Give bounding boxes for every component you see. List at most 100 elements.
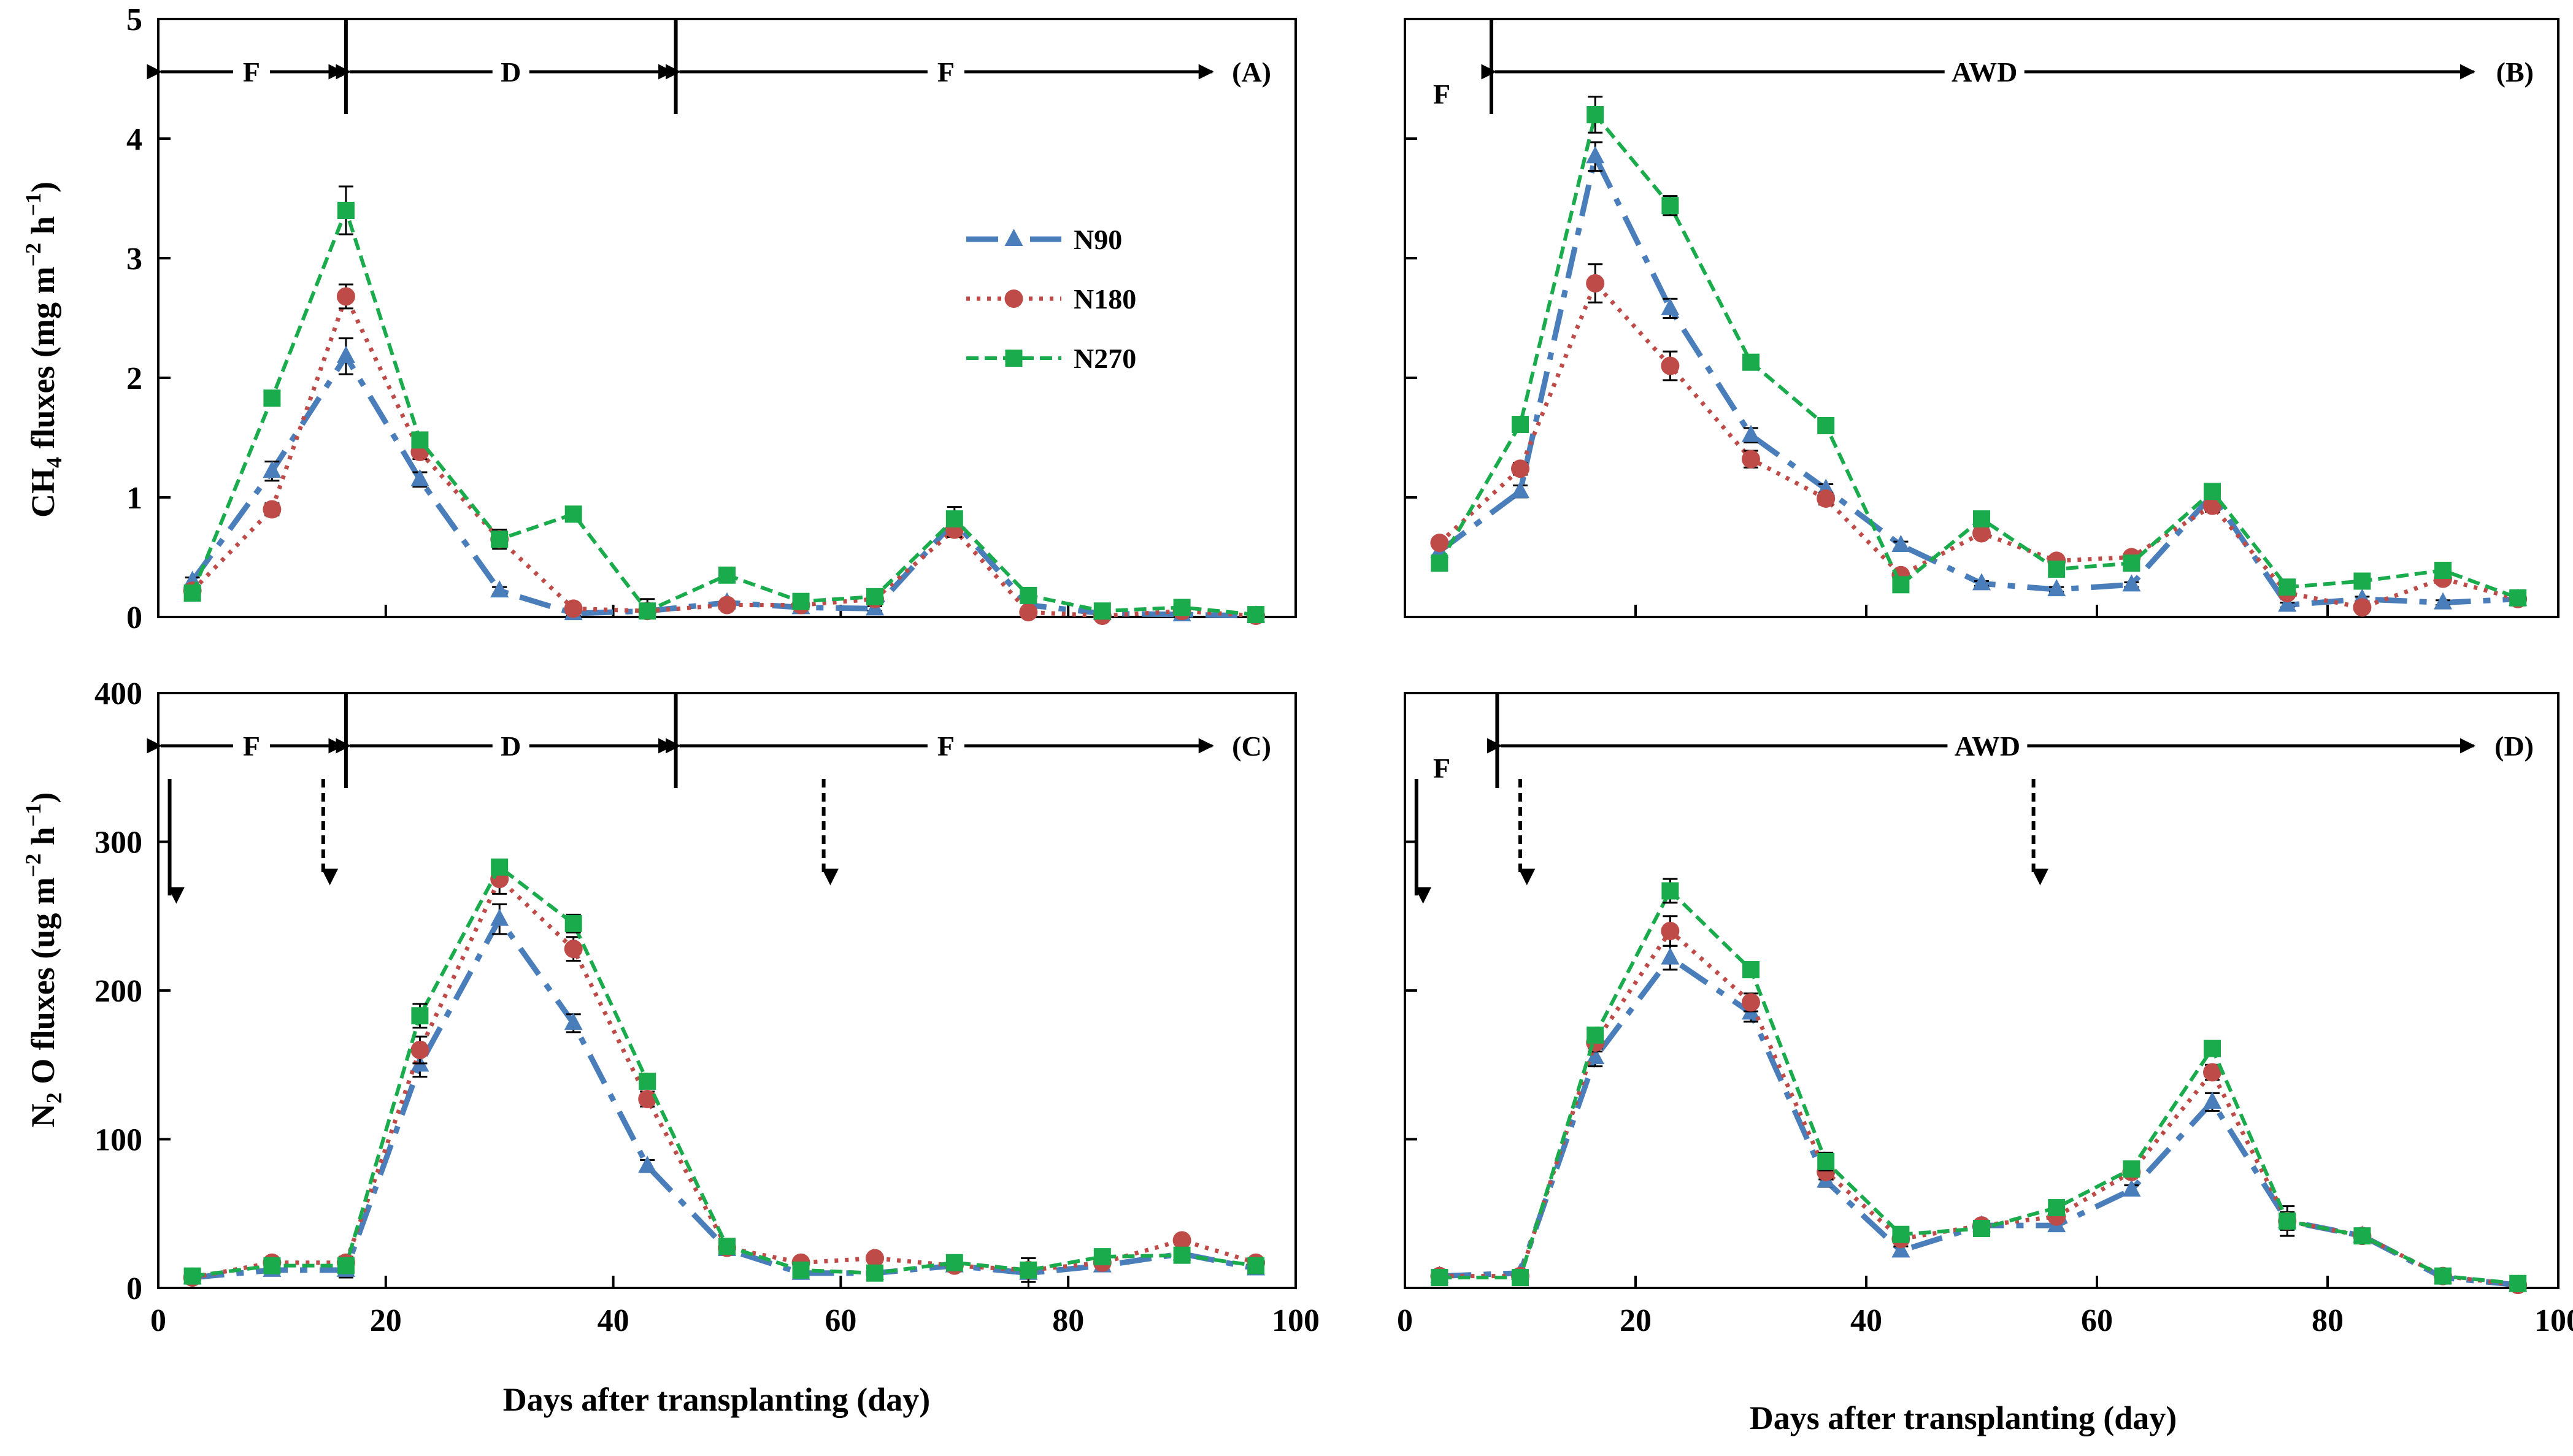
point-n90 [336, 345, 355, 363]
point-n90 [1891, 1240, 1910, 1258]
y-tick-label: 400 [94, 676, 142, 711]
point-n90 [1661, 947, 1680, 965]
x-tick-label: 80 [1052, 1303, 1084, 1338]
point-n270 [1431, 554, 1448, 572]
ch4-ylabel: CH4 fluxes (mg m−2 h−1) [21, 182, 66, 518]
point-n270 [2204, 1040, 2221, 1057]
plot-frame [157, 692, 1297, 1289]
point-n270 [2204, 483, 2221, 500]
point-n270 [1586, 1026, 1604, 1044]
legend-label-n180: N180 [1074, 283, 1136, 315]
point-n180 [1972, 524, 1991, 543]
point-n90 [263, 461, 282, 478]
point-n270 [2353, 572, 2371, 590]
point-n270 [639, 602, 656, 620]
point-n90 [2047, 579, 2066, 597]
point-n180 [1661, 356, 1680, 375]
point-n180 [1742, 450, 1760, 469]
point-n270 [792, 1261, 810, 1279]
point-n270 [2279, 1212, 2296, 1230]
y-tick-label: 0 [126, 600, 142, 635]
plot-frame [1404, 692, 2560, 1289]
point-n270 [1512, 416, 1529, 434]
legend-label-n270: N270 [1074, 343, 1136, 374]
phase-label: AWD [1952, 56, 2017, 88]
point-n270 [2509, 1274, 2527, 1292]
point-n90 [1972, 573, 1991, 591]
legend-marker-n90 [1004, 229, 1023, 246]
chart-panel-c: 0 100 200 300 400 0 20 40 60 80 100 F D F (C) [94, 676, 1320, 1338]
x-tick-label: 100 [1272, 1303, 1320, 1338]
point-n90 [1742, 424, 1760, 442]
plot-frame [1404, 18, 2560, 618]
series-line-n180 [191, 876, 1257, 1280]
y-tick-label: 100 [94, 1123, 142, 1158]
point-n270 [491, 858, 509, 876]
point-n270 [1742, 353, 1760, 371]
point-n270 [1892, 1225, 1910, 1243]
point-n180 [2353, 598, 2372, 617]
point-n90 [2278, 594, 2297, 612]
y-tick-label: 3 [126, 242, 142, 277]
chart-panel-d: 0 20 40 60 80 100 F AWD (D) [1397, 692, 2573, 1338]
y-tick-label: 2 [126, 361, 142, 396]
y-tick-label: 4 [126, 122, 142, 157]
point-n180 [866, 1249, 885, 1268]
point-n270 [1020, 586, 1037, 604]
point-n90 [490, 908, 509, 926]
point-n270 [1020, 1261, 1037, 1279]
point-n270 [792, 592, 810, 610]
x-tick-label: 40 [598, 1303, 629, 1338]
point-n270 [945, 1254, 963, 1271]
panel-label: (D) [2494, 730, 2534, 762]
phase-label: D [501, 56, 521, 88]
point-n270 [1173, 1246, 1191, 1264]
point-n270 [337, 202, 355, 219]
x-tick-label: 60 [825, 1303, 856, 1338]
point-n180 [263, 500, 282, 519]
xlabel-right: Days after transplanting (day) [1750, 1400, 2177, 1436]
x-tick-label: 80 [2312, 1303, 2344, 1338]
point-n90 [2122, 574, 2141, 592]
series-line-n270 [192, 865, 1256, 1278]
legend: N90 N180 N270 [966, 224, 1136, 374]
point-n270 [718, 566, 736, 584]
chart-panel-b: F AWD (B) [1404, 18, 2560, 618]
point-n270 [491, 531, 509, 548]
point-n270 [718, 1238, 736, 1255]
point-n180 [1742, 993, 1760, 1012]
point-n270 [411, 1007, 429, 1025]
point-n180 [1817, 489, 1836, 508]
point-n270 [1817, 1152, 1835, 1170]
point-n270 [263, 1257, 281, 1274]
legend-marker-n180 [1004, 289, 1023, 308]
point-n180 [2203, 496, 2221, 515]
point-n270 [2279, 578, 2296, 596]
point-n90 [1661, 297, 1680, 315]
point-n270 [2123, 554, 2140, 572]
point-n270 [1093, 1248, 1111, 1266]
point-n270 [1586, 106, 1604, 123]
panel-label: (A) [1232, 56, 1271, 88]
point-n180 [336, 287, 355, 306]
panel-label: (C) [1232, 730, 1271, 762]
point-n270 [1247, 606, 1265, 624]
point-n180 [1511, 459, 1529, 478]
point-n270 [1661, 882, 1679, 900]
n2o-ylabel: N2 O fluxes (ug m−2 h−1) [21, 792, 66, 1128]
x-tick-label: 0 [150, 1303, 166, 1338]
point-n90 [1586, 146, 1605, 164]
y-tick-label: 5 [126, 2, 142, 37]
point-n180 [1019, 603, 1038, 622]
point-n180 [1586, 274, 1605, 293]
point-n270 [564, 914, 582, 932]
point-n270 [1973, 510, 1990, 528]
point-n90 [564, 1013, 583, 1030]
point-n270 [1173, 599, 1191, 616]
point-n270 [337, 1257, 355, 1274]
point-n270 [411, 431, 429, 449]
point-n270 [945, 510, 963, 528]
point-n90 [638, 1155, 657, 1173]
point-n90 [410, 469, 429, 486]
